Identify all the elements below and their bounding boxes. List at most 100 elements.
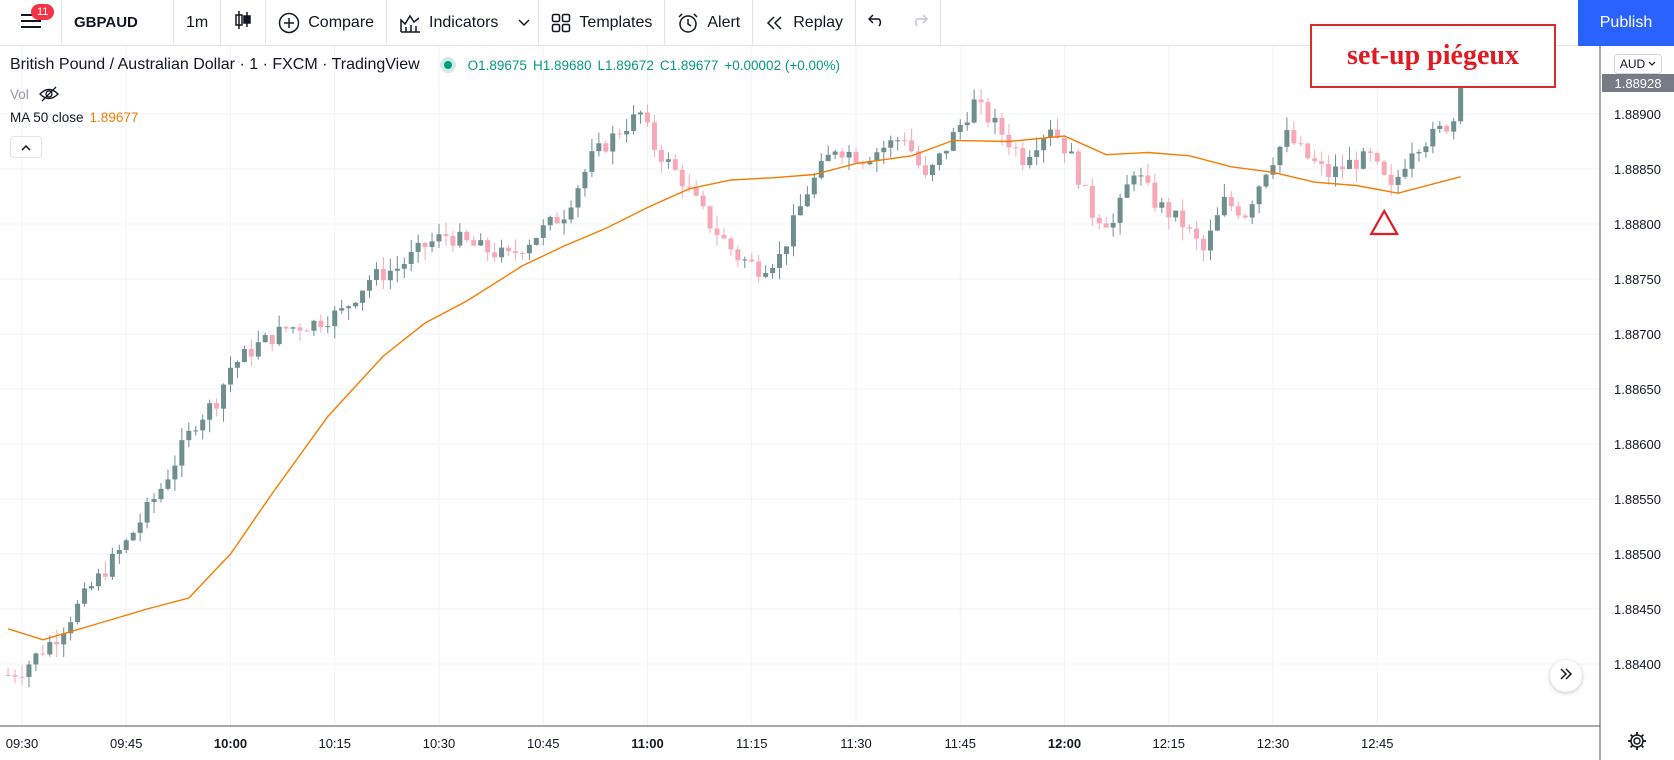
candle (1430, 121, 1436, 154)
interval-button[interactable]: 1m (174, 0, 222, 46)
candle-body (1263, 174, 1269, 187)
candle-body (318, 320, 324, 328)
candle (1388, 164, 1394, 196)
candle (902, 132, 908, 146)
candle-body (1221, 196, 1227, 216)
replay-button[interactable]: Replay (753, 0, 857, 46)
candle (1048, 120, 1054, 147)
price-tick-label: 1.88600 (1614, 437, 1661, 452)
scroll-to-realtime-button[interactable] (1550, 660, 1582, 692)
candle-body (429, 241, 435, 248)
candle (617, 128, 623, 139)
volume-legend[interactable]: Vol (10, 84, 846, 104)
candle-body (638, 112, 644, 115)
candle-body (228, 367, 233, 385)
candle (165, 469, 171, 491)
candle (645, 104, 650, 127)
candle-body (923, 165, 928, 176)
indicators-label: Indicators (429, 13, 499, 31)
candle (1096, 214, 1102, 230)
symbol-search-button[interactable]: GBPAUD (62, 0, 174, 46)
eye-crossed-icon[interactable] (38, 86, 59, 102)
candle (408, 239, 414, 272)
candle-body (1249, 204, 1255, 218)
candle (116, 544, 122, 564)
candle (1298, 136, 1304, 147)
symbol-title[interactable]: British Pound / Australian Dollar · 1 · … (10, 56, 420, 73)
notification-badge: 11 (31, 3, 55, 20)
publish-button[interactable]: Publish (1578, 0, 1674, 46)
price-tick-label: 1.88550 (1614, 492, 1661, 507)
candle-body (436, 234, 442, 242)
templates-button[interactable]: Templates (539, 0, 666, 46)
candle-body (1423, 146, 1429, 153)
alert-button[interactable]: Alert (665, 0, 754, 46)
currency-selector[interactable]: AUD (1614, 54, 1662, 74)
candle-body (596, 143, 602, 152)
legend-collapse-button[interactable] (10, 136, 42, 158)
candle-body (1430, 128, 1436, 147)
candle-body (874, 152, 880, 162)
candle-body (1298, 143, 1304, 145)
ma-label: MA 50 close (10, 110, 84, 125)
price-tick-label: 1.88850 (1614, 162, 1661, 177)
price-axis[interactable]: 1.88900 1.88850 1.88800 1.88750 1.88700 1.886… (1599, 46, 1661, 760)
candle-body (818, 161, 824, 178)
main-menu-button[interactable]: 11 (0, 0, 62, 46)
ma-legend[interactable]: MA 50 close 1.89677 (10, 110, 846, 130)
undo-button[interactable] (856, 0, 898, 46)
candle (1124, 175, 1130, 198)
indicators-button[interactable]: Indicators (387, 0, 510, 46)
candle (1444, 124, 1450, 134)
candle-body (367, 280, 372, 291)
candle (19, 665, 25, 685)
candle-body (1333, 166, 1339, 178)
redo-button[interactable] (898, 0, 942, 46)
candle-body (408, 251, 414, 264)
candle (387, 258, 393, 290)
candle (1353, 151, 1359, 182)
candle-body (1353, 159, 1359, 169)
candle-body (158, 488, 164, 500)
candle (1423, 142, 1429, 158)
candle (339, 299, 345, 315)
candle-body (665, 159, 671, 162)
candle-body (214, 403, 220, 409)
candle-body (1388, 174, 1394, 185)
candle (311, 319, 317, 337)
candle-body (283, 326, 289, 329)
chart-type-button[interactable] (221, 0, 267, 46)
candle (923, 156, 928, 178)
price-tick-label: 1.88400 (1614, 657, 1661, 672)
indicators-dropdown-button[interactable] (510, 0, 540, 46)
candle (1367, 147, 1373, 162)
candle-body (248, 349, 254, 357)
candle-body (804, 194, 810, 207)
candle-body (617, 133, 623, 135)
candle (1068, 142, 1074, 154)
candle (1249, 200, 1255, 224)
candle-body (1145, 175, 1151, 183)
candle (1270, 157, 1276, 180)
candle-body (867, 161, 873, 165)
candle-body (561, 219, 567, 224)
market-status-dot[interactable] (443, 61, 452, 69)
candle (728, 236, 734, 256)
time-axis[interactable]: 09:30 09:45 10:00 10:15 10:30 10:45 11:00 11:15… (0, 725, 1600, 751)
annotation-box[interactable]: set-up piégeux (1310, 24, 1556, 88)
candle (40, 644, 46, 657)
candle (1075, 149, 1081, 189)
candle (749, 252, 755, 263)
candle-body (540, 225, 546, 238)
interval-label: 1m (186, 13, 209, 31)
candle (964, 112, 970, 131)
compare-button[interactable]: Compare (266, 0, 388, 46)
candle (895, 136, 901, 151)
candle (33, 652, 39, 672)
ohlc-values: O1.89675 H1.89680 L1.89672 C1.89677 +0.00002… (468, 58, 846, 73)
chart-settings-button[interactable] (1624, 730, 1650, 756)
candle-body (832, 151, 838, 155)
candle-body (533, 237, 539, 245)
candle-body (860, 162, 866, 165)
